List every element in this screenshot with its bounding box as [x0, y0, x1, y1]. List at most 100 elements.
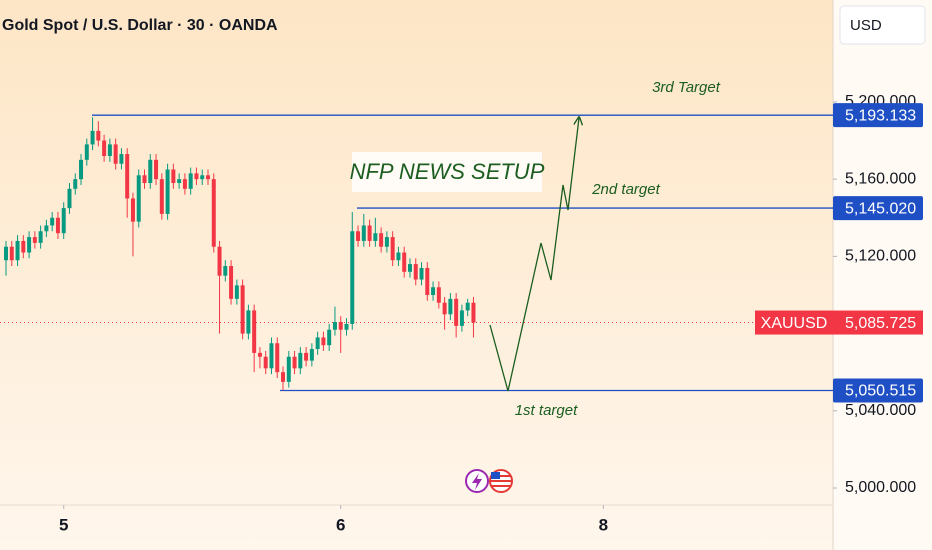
- candle-body: [27, 237, 32, 253]
- candle-body: [205, 175, 210, 180]
- candle-body: [148, 159, 153, 184]
- candle-body: [419, 267, 424, 280]
- currency-label[interactable]: USD: [850, 17, 882, 34]
- candle-body: [21, 240, 26, 253]
- candle-body: [211, 179, 216, 247]
- candle-body: [32, 237, 37, 243]
- candle-body: [73, 179, 78, 189]
- candle-body: [459, 310, 464, 326]
- candle-body: [229, 266, 234, 299]
- candle-body: [67, 188, 72, 209]
- candle-body: [373, 233, 378, 241]
- candle-body: [159, 179, 164, 214]
- price-badge: [833, 310, 923, 335]
- x-tick-label: 8: [599, 515, 608, 534]
- candle-body: [309, 349, 314, 361]
- candle-body: [50, 217, 55, 226]
- candle-body: [79, 159, 84, 180]
- candle-body: [55, 217, 60, 234]
- candle-body: [223, 266, 228, 276]
- candle-body: [379, 233, 384, 247]
- candle-body: [119, 154, 124, 164]
- target-label: 2nd target: [591, 181, 660, 198]
- candle-body: [465, 302, 470, 311]
- candle-body: [177, 179, 182, 184]
- y-tick-label: 5,120.000: [845, 248, 916, 265]
- candle-body: [356, 231, 361, 241]
- level-badge: [833, 103, 923, 128]
- candle-body: [292, 356, 297, 369]
- candle-body: [44, 225, 49, 232]
- candle-body: [367, 225, 372, 241]
- setup-box: [352, 152, 542, 192]
- target-label: 1st target: [515, 402, 578, 419]
- candle-body: [344, 323, 349, 330]
- candle-body: [165, 169, 170, 214]
- candle-body: [90, 130, 95, 145]
- flag-canton: [491, 472, 500, 479]
- candle-body: [217, 246, 222, 276]
- target-label: 3rd Target: [652, 79, 721, 96]
- candle-body: [361, 225, 366, 241]
- candle-body: [171, 169, 176, 184]
- candle-body: [327, 329, 332, 346]
- candle-body: [384, 237, 389, 247]
- candle-body: [350, 231, 355, 324]
- candle-body: [298, 352, 303, 369]
- candle-body: [436, 287, 441, 303]
- candle-body: [113, 144, 118, 164]
- candle-body: [321, 337, 326, 346]
- candle-body: [402, 252, 407, 272]
- candle-body: [234, 285, 239, 299]
- candle-body: [448, 298, 453, 315]
- candle-body: [136, 175, 141, 222]
- x-tick-label: 6: [336, 515, 345, 534]
- candle-body: [431, 287, 436, 295]
- candle-body: [194, 173, 199, 180]
- candle-body: [246, 310, 251, 334]
- candle-body: [390, 237, 395, 261]
- candle-body: [252, 310, 257, 353]
- candle-body: [188, 173, 193, 189]
- level-badge: [833, 196, 923, 221]
- candle-body: [471, 302, 476, 323]
- setup-label: NFP NEWS SETUP: [350, 159, 545, 184]
- candle-body: [413, 264, 418, 280]
- candle-body: [38, 231, 43, 243]
- y-tick-label: 5,160.000: [845, 170, 916, 187]
- level-label: 5,145.020: [845, 200, 916, 217]
- candle-body: [396, 252, 401, 261]
- y-tick-label: 5,000.000: [845, 479, 916, 496]
- candle-body: [407, 264, 412, 272]
- candle-body: [275, 343, 280, 373]
- candle-body: [4, 246, 9, 261]
- candle-body: [269, 343, 274, 369]
- candle-body: [454, 298, 459, 326]
- lightning-icon: [472, 473, 482, 490]
- candle-body: [425, 267, 430, 295]
- candle-body: [15, 240, 20, 261]
- candle-body: [442, 302, 447, 315]
- chart-title: Gold Spot / U.S. Dollar · 30 · OANDA: [2, 17, 278, 34]
- price-axis-panel: [833, 0, 932, 550]
- projection-path: [489, 118, 579, 392]
- candle-body: [96, 130, 101, 141]
- candle-body: [9, 246, 14, 261]
- candle-body: [61, 208, 66, 234]
- symbol-badge: [755, 310, 833, 335]
- candle-body: [102, 140, 107, 156]
- level-label: 5,193.133: [845, 107, 916, 124]
- candle-body: [286, 356, 291, 382]
- price-label: 5,085.725: [845, 315, 916, 332]
- candle-body: [304, 352, 309, 361]
- candle-body: [315, 337, 320, 350]
- candle-body: [154, 159, 159, 180]
- candle-body: [200, 175, 205, 180]
- candle-body: [84, 144, 89, 160]
- level-label: 5,050.515: [845, 383, 916, 400]
- candle-body: [281, 372, 286, 382]
- candle-body: [240, 285, 245, 334]
- candle-body: [125, 154, 130, 199]
- currency-button[interactable]: [839, 5, 926, 45]
